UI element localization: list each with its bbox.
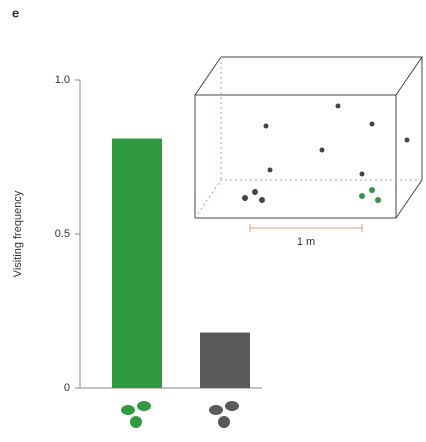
inset-diagram — [194, 56, 423, 232]
box-front — [194, 94, 397, 219]
plant-green — [375, 197, 381, 203]
plant-dark — [242, 195, 248, 201]
mosquito — [319, 147, 325, 153]
mosquito — [335, 103, 341, 109]
mosquito — [359, 171, 365, 177]
box-hidden — [194, 179, 422, 219]
y-tick-label: 0 — [64, 382, 70, 394]
box-back — [194, 56, 423, 219]
category-icon — [121, 401, 151, 428]
y-tick-label: 0.5 — [55, 228, 70, 240]
annotation: 1 m — [297, 236, 315, 248]
y-tick-label: 1.0 — [55, 74, 70, 86]
bar — [112, 138, 162, 388]
plant-green — [359, 193, 365, 199]
mosquito — [267, 167, 273, 173]
mosquitoes — [242, 103, 410, 203]
box-edge — [395, 56, 423, 96]
mosquito — [369, 121, 375, 127]
panel-label: e — [12, 5, 19, 20]
y-axis-label: Visiting frequency — [12, 190, 24, 277]
plant-green — [369, 187, 375, 193]
category-icon — [209, 401, 239, 428]
plant-dark — [259, 197, 265, 203]
mosquito — [404, 137, 410, 143]
plant-dark — [252, 189, 258, 195]
mosquito — [263, 123, 269, 129]
bar — [200, 332, 250, 388]
